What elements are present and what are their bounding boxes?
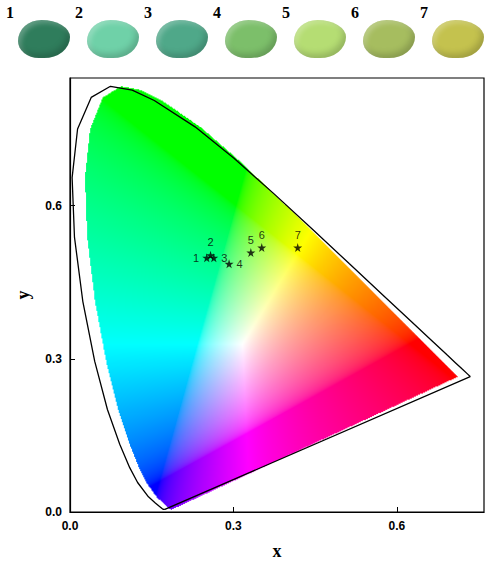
html-text:7: 7	[420, 4, 428, 21]
html-text:4: 4	[213, 4, 221, 21]
svg-text:0.6: 0.6	[45, 199, 62, 213]
html-text:2: 2	[75, 4, 83, 21]
svg-text:1: 1	[193, 252, 199, 264]
svg-text:4: 4	[237, 258, 243, 270]
svg-text:0.0: 0.0	[45, 505, 62, 519]
html-text:3: 3	[144, 4, 152, 21]
svg-text:2: 2	[207, 236, 213, 248]
html-text:1: 1	[6, 4, 14, 21]
svg-text:7: 7	[295, 229, 301, 241]
svg-text:x: x	[273, 541, 282, 561]
svg-text:0.0: 0.0	[62, 519, 79, 533]
svg-text:0.3: 0.3	[45, 352, 62, 366]
html-text:6: 6	[351, 4, 359, 21]
svg-text:0.6: 0.6	[388, 519, 405, 533]
svg-text:3: 3	[221, 252, 227, 264]
svg-text:0.3: 0.3	[225, 519, 242, 533]
svg-text:5: 5	[248, 234, 254, 246]
svg-text:6: 6	[259, 229, 265, 241]
html-text:5: 5	[282, 4, 290, 21]
svg-text:y: y	[13, 291, 33, 300]
